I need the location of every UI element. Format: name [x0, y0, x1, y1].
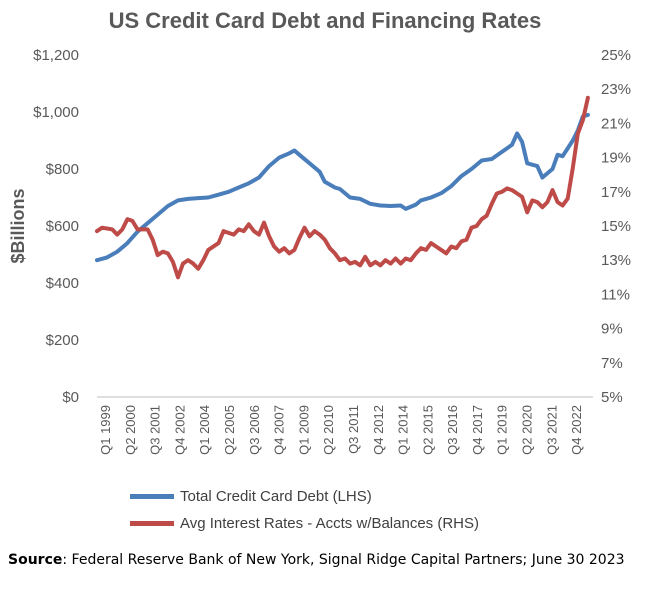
series-lines — [95, 95, 590, 280]
source-label: Source — [8, 552, 63, 568]
right-tick-label: 9% — [601, 321, 623, 338]
chart-title: US Credit Card Debt and Financing Rates — [108, 8, 542, 33]
right-tick-label: 19% — [601, 150, 631, 167]
right-tick-label: 7% — [601, 355, 623, 372]
source-note: Source: Federal Reserve Bank of New York… — [8, 551, 638, 570]
left-tick-label: $600 — [46, 218, 79, 235]
x-tick-label: Q2 2010 — [321, 405, 336, 455]
x-tick-label: Q2 2020 — [520, 405, 535, 455]
x-tick-label: Q4 2022 — [569, 405, 584, 455]
left-tick-label: $400 — [46, 275, 79, 292]
x-tick-label: Q1 2014 — [396, 405, 411, 455]
legend-label-rates: Avg Interest Rates - Accts w/Balances (R… — [180, 514, 479, 532]
source-text: : Federal Reserve Bank of New York, Sign… — [62, 552, 625, 568]
left-tick-label: $800 — [46, 161, 79, 178]
x-tick-label: Q1 2019 — [495, 405, 510, 455]
x-tick-label: Q3 2021 — [544, 405, 559, 455]
x-tick-label: Q3 2011 — [346, 405, 361, 454]
x-tick-label: Q3 2006 — [247, 405, 262, 455]
right-axis-ticks: 5% 7% 9% 11% 13% 15% 17% 19% 21% 23% 25% — [601, 47, 631, 406]
plot-area: $0 $200 $400 $600 $800 $1,000 $1,200 5% 7% 9% 11%… — [8, 47, 631, 455]
series-line-rates — [95, 95, 590, 280]
right-tick-label: 25% — [601, 47, 631, 64]
left-tick-label: $200 — [46, 332, 79, 349]
right-tick-label: 23% — [601, 81, 631, 98]
right-tick-label: 21% — [601, 115, 631, 132]
x-tick-label: Q3 2016 — [445, 405, 460, 455]
x-tick-label: Q1 1999 — [98, 405, 113, 455]
left-axis-ticks: $0 $200 $400 $600 $800 $1,000 $1,200 — [33, 47, 79, 406]
x-tick-label: Q2 2015 — [420, 405, 435, 455]
legend-swatch-debt — [130, 493, 174, 499]
x-tick-label: Q4 2007 — [272, 405, 287, 455]
left-tick-label: $1,000 — [33, 104, 79, 121]
series-line-debt — [95, 112, 590, 263]
x-tick-label: Q4 2002 — [172, 405, 187, 455]
right-tick-label: 15% — [601, 218, 631, 235]
left-tick-label: $1,200 — [33, 47, 79, 64]
x-tick-label: Q1 2004 — [197, 405, 212, 455]
x-tick-label: Q3 2001 — [148, 405, 163, 455]
x-tick-label: Q2 2005 — [222, 405, 237, 455]
x-tick-label: Q4 2012 — [371, 405, 386, 455]
left-axis-label: $Billions — [8, 188, 28, 263]
legend-item-debt: Total Credit Card Debt (LHS) — [130, 484, 479, 508]
x-tick-label: Q4 2017 — [470, 405, 485, 455]
legend-swatch-rates — [130, 520, 174, 526]
right-tick-label: 5% — [601, 389, 623, 406]
left-tick-label: $0 — [62, 389, 79, 406]
right-tick-label: 13% — [601, 252, 631, 269]
legend-item-rates: Avg Interest Rates - Accts w/Balances (R… — [130, 511, 479, 535]
legend: Total Credit Card Debt (LHS) Avg Interes… — [130, 484, 479, 538]
legend-label-debt: Total Credit Card Debt (LHS) — [180, 487, 372, 505]
x-axis-ticks: Q1 1999 Q2 2000 Q3 2001 Q4 2002 Q1 2004 Q2 20… — [98, 405, 584, 455]
x-tick-label: Q1 2009 — [296, 405, 311, 455]
right-tick-label: 11% — [601, 286, 630, 303]
right-tick-label: 17% — [601, 184, 631, 201]
x-tick-label: Q2 2000 — [123, 405, 138, 455]
